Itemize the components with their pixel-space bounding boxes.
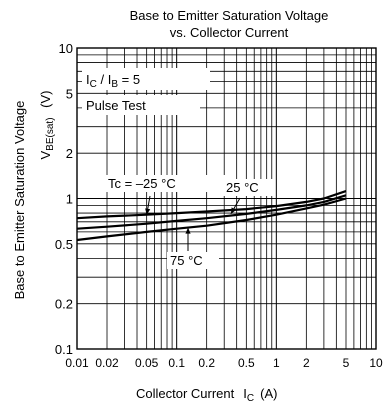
- y-symbol-sub: BE(sat): [45, 117, 56, 150]
- x-tick-label: 1: [273, 356, 280, 370]
- series-group: [76, 190, 347, 242]
- x-tick-label: 0.02: [95, 356, 119, 370]
- pulse-label: Pulse Test: [86, 98, 146, 113]
- chart-title-line-2: vs. Collector Current: [170, 25, 289, 40]
- y-axis-symbol: VBE(sat) (V): [38, 91, 56, 160]
- svg-text:VBE(sat) (V): VBE(sat) (V): [38, 91, 56, 160]
- ratio-label: IC / IB = 5: [86, 72, 140, 90]
- plot-frame: [76, 47, 377, 350]
- annotation-arrowhead-3: [185, 227, 191, 234]
- x-tick-label: 2: [303, 356, 310, 370]
- ratio-bg: [82, 68, 210, 90]
- y-symbol: V: [38, 150, 53, 159]
- series-line-2: [76, 194, 347, 230]
- grid: [76, 47, 377, 350]
- x-tick-label: 5: [343, 356, 350, 370]
- series-line-3: [76, 197, 347, 242]
- y-tick-label: 0.5: [55, 237, 73, 252]
- conditions-box: IC / IB = 5 Pulse Test: [82, 68, 210, 115]
- annotation-arrowhead-2: [230, 207, 237, 214]
- y-axis-label: Base to Emitter Saturation Voltage: [12, 101, 27, 300]
- annotations: Tc = –25 °C 25 °C 75 °C: [105, 175, 273, 269]
- annotation-bg: [105, 175, 225, 192]
- x-tick-label: 10: [369, 356, 383, 370]
- annotation-bg: [167, 252, 219, 269]
- x-tick-label: 0.1: [168, 356, 185, 370]
- annotation-bg: [223, 179, 273, 196]
- x-axis-label: Collector Current IC (A): [136, 386, 277, 404]
- svg-text:Base to Emitter Saturation Vol: Base to Emitter Saturation Voltage: [12, 101, 27, 300]
- annotation-arrowhead-1: [145, 208, 151, 215]
- y-tick-label: 5: [66, 86, 73, 101]
- x-tick-label: 0.2: [198, 356, 215, 370]
- y-tick-label: 0.2: [55, 297, 73, 312]
- annotation-label-1: Tc = –25 °C: [108, 176, 176, 191]
- tick-labels: 0.01 0.02 0.05 0.1 0.2 0.5 1 2 5 10 0.1 0.2 0.5 1 2 5 10: [55, 41, 383, 370]
- x-tick-label: 0.5: [238, 356, 255, 370]
- annotation-label-2: 25 °C: [226, 180, 259, 195]
- y-tick-label: 10: [59, 41, 73, 56]
- y-tick-label: 0.1: [55, 342, 73, 357]
- x-tick-label: 0.01: [65, 356, 89, 370]
- series-line-1: [76, 190, 347, 220]
- x-tick-label: 0.05: [135, 356, 159, 370]
- y-unit: (V): [38, 91, 53, 108]
- pulse-bg: [82, 95, 200, 115]
- annotation-label-3: 75 °C: [170, 253, 203, 268]
- y-tick-label: 2: [66, 146, 73, 161]
- y-tick-label: 1: [66, 192, 73, 207]
- chart-title-line-1: Base to Emitter Saturation Voltage: [130, 8, 329, 23]
